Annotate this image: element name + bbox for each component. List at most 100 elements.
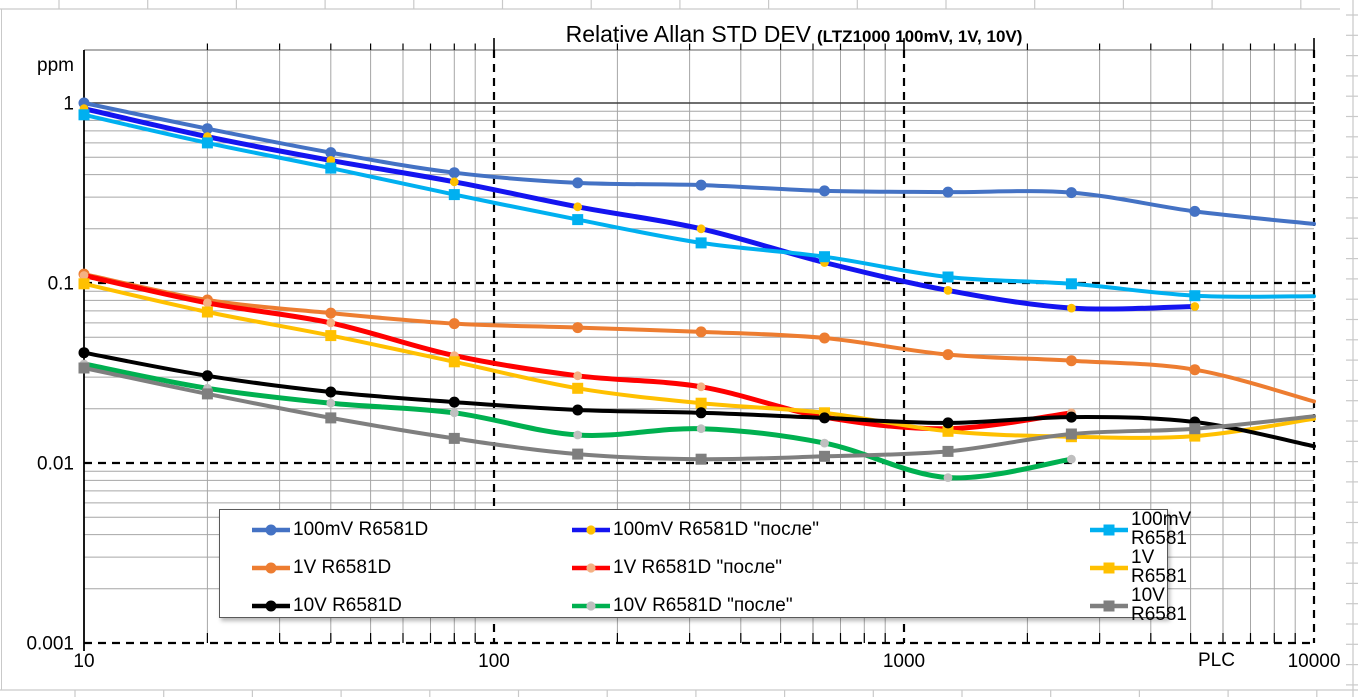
- series-marker-1v-r6581d: [325, 307, 337, 319]
- y-tick-label: 0.01: [37, 454, 74, 475]
- series-marker-100mv-r6581d: [695, 179, 707, 191]
- legend-swatch-graphic: [252, 600, 290, 611]
- legend-label: 10V R6581D "после": [613, 594, 793, 616]
- legend-swatch: [1089, 522, 1129, 537]
- legend-label: 1V R6581D: [293, 556, 392, 578]
- legend-swatch-graphic: [572, 524, 610, 535]
- x-tick-label: 10: [73, 651, 94, 672]
- series-marker-100mv-r6581d: [201, 123, 213, 135]
- series-marker-1v-r6581: [572, 382, 584, 394]
- legend-swatch: [251, 598, 291, 613]
- legend-swatch-marker: [1103, 524, 1115, 535]
- series-marker-100mv-r6581d-после: [943, 286, 953, 295]
- legend-label: 100mV R6581D "после": [613, 518, 819, 540]
- series-marker-1v-r6581d-после: [326, 318, 336, 328]
- x-tick-label: 100: [478, 651, 510, 672]
- legend-item-10v-r6581d: 10V R6581D: [220, 586, 571, 624]
- legend-swatch-marker: [265, 562, 277, 573]
- series-marker-10v-r6581d-после: [573, 430, 583, 440]
- series-marker-10v-r6581d: [78, 347, 90, 359]
- series-marker-10v-r6581: [201, 388, 213, 400]
- series-marker-100mv-r6581: [819, 251, 830, 263]
- series-marker-10v-r6581d: [695, 407, 707, 419]
- series-marker-100mv-r6581: [695, 237, 707, 249]
- series-marker-1v-r6581d: [819, 332, 830, 344]
- legend-swatch-graphic: [252, 562, 290, 573]
- series-marker-100mv-r6581d: [942, 186, 954, 198]
- series-marker-100mv-r6581d: [572, 177, 584, 189]
- legend-swatch: [251, 560, 291, 575]
- series-marker-100mv-r6581d: [1065, 187, 1077, 199]
- legend-item-10v-r6581: 10V R6581: [1089, 586, 1191, 624]
- series-marker-100mv-r6581: [201, 137, 213, 149]
- y-tick-label: 1: [63, 94, 74, 115]
- legend-label: 100mV R6581D: [293, 518, 429, 540]
- series-marker-10v-r6581d: [942, 417, 954, 429]
- legend-swatch: [251, 522, 291, 537]
- series-marker-10v-r6581d-после: [820, 438, 829, 448]
- series-marker-10v-r6581: [448, 432, 460, 444]
- series-line-100mv-r6581d: [82, 101, 1316, 226]
- legend-swatch-graphic: [572, 600, 610, 611]
- legend-label: 100mV R6581: [1131, 509, 1192, 549]
- legend-item-100mv-r6581d: 100mV R6581D: [220, 510, 571, 548]
- series-marker-100mv-r6581: [448, 189, 460, 201]
- legend-label: 1V R6581D "после": [613, 556, 783, 578]
- series-marker-100mv-r6581: [325, 162, 337, 174]
- legend-swatch-marker: [586, 600, 596, 611]
- series-marker-10v-r6581d: [819, 412, 830, 424]
- legend-swatch-graphic: [572, 562, 610, 573]
- series-line-100mv-r6581d-после: [81, 106, 1198, 312]
- series-marker-10v-r6581: [695, 453, 707, 465]
- series-marker-1v-r6581: [448, 356, 460, 368]
- chart-title-main: Relative Allan STD DEV: [565, 21, 812, 47]
- series-marker-1v-r6581d: [1189, 364, 1201, 376]
- series-marker-1v-r6581: [78, 278, 90, 290]
- legend-item-100mv-r6581d-posle: 100mV R6581D "после": [571, 510, 1089, 548]
- series-marker-10v-r6581d-после: [943, 473, 953, 482]
- series-marker-100mv-r6581d-после: [1190, 302, 1200, 311]
- legend-swatch: [1089, 598, 1129, 613]
- series-marker-100mv-r6581d-после: [1067, 303, 1076, 313]
- legend-swatch-graphic: [1090, 562, 1128, 573]
- legend-swatch-marker: [586, 524, 596, 535]
- series-line-1v-r6581d: [82, 272, 1316, 404]
- series-marker-10v-r6581d: [325, 386, 337, 398]
- series-marker-100mv-r6581d: [448, 167, 460, 179]
- legend-item-1v-r6581d-posle: 1V R6581D "после": [571, 548, 1089, 586]
- x-tick-label: 1000: [883, 651, 925, 672]
- series-marker-10v-r6581d-после: [696, 424, 706, 434]
- legend-swatch-marker: [265, 600, 277, 611]
- series-marker-100mv-r6581d: [325, 147, 337, 159]
- series-marker-1v-r6581d-после: [696, 382, 706, 392]
- series-marker-100mv-r6581: [1065, 278, 1077, 290]
- legend-item-1v-r6581d: 1V R6581D: [220, 548, 571, 586]
- series-marker-10v-r6581d-после: [326, 398, 336, 408]
- series-marker-1v-r6581d-после: [573, 371, 583, 381]
- legend-item-100mv-r6581: 100mV R6581: [1089, 510, 1191, 548]
- series-marker-1v-r6581: [1189, 430, 1201, 442]
- series-marker-1v-r6581d-после: [203, 298, 212, 308]
- series-marker-1v-r6581d: [695, 326, 707, 338]
- legend-swatch-marker: [1103, 600, 1115, 611]
- legend-swatch-marker: [265, 524, 277, 535]
- series-marker-1v-r6581: [325, 330, 337, 342]
- y-tick-label: 0.001: [26, 634, 74, 655]
- series-marker-10v-r6581d-после: [1067, 454, 1076, 464]
- legend-label: 10V R6581: [1131, 585, 1187, 625]
- series-marker-10v-r6581: [1065, 428, 1077, 440]
- series-marker-100mv-r6581d: [1189, 205, 1201, 217]
- series-marker-100mv-r6581: [942, 271, 954, 283]
- series-marker-10v-r6581d: [572, 404, 584, 416]
- legend-swatch-graphic: [1090, 600, 1128, 611]
- series-marker-100mv-r6581: [1189, 290, 1201, 302]
- series-marker-100mv-r6581d-после: [696, 224, 706, 234]
- x-axis-unit-label: PLC: [1198, 650, 1235, 671]
- series-marker-1v-r6581d-после: [79, 271, 89, 280]
- legend-swatch: [571, 598, 611, 613]
- series-marker-10v-r6581: [942, 445, 954, 457]
- legend-swatch: [571, 522, 611, 537]
- series-marker-100mv-r6581d-после: [449, 177, 459, 187]
- series-marker-10v-r6581d: [448, 396, 460, 408]
